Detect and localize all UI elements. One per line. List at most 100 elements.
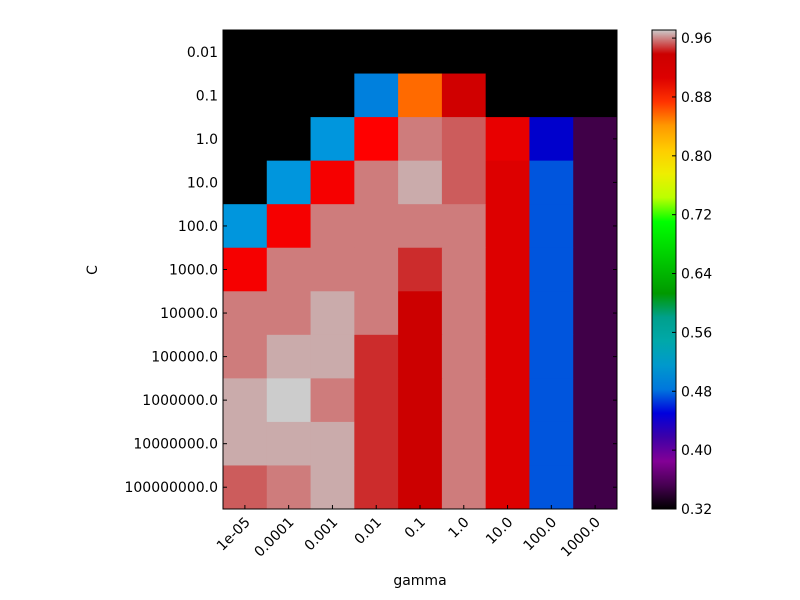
heatmap-cell: [529, 247, 574, 292]
heatmap-cell: [485, 291, 530, 336]
heatmap-cell: [354, 204, 399, 249]
heatmap-cell: [529, 465, 574, 510]
heatmap-cell: [485, 465, 530, 510]
heatmap-cell: [354, 160, 399, 205]
colorbar-tick-label: 0.96: [681, 31, 712, 47]
heatmap-cell: [354, 117, 399, 162]
y-tick-label: 10.0: [187, 175, 218, 191]
heatmap-cell: [398, 421, 443, 466]
x-tick-label: 0.01: [352, 515, 385, 548]
heatmap-cell: [485, 30, 530, 75]
heatmap-cell: [573, 378, 618, 423]
heatmap-cell: [354, 247, 399, 292]
heatmap-cell: [573, 204, 618, 249]
heatmap-cell: [441, 291, 487, 336]
heatmap-cell: [266, 378, 312, 423]
heatmap-cell: [266, 73, 312, 118]
colorbar-tick-label: 0.72: [681, 208, 712, 224]
heatmap-cell: [441, 334, 487, 379]
heatmap-cell: [485, 378, 530, 423]
heatmap-cell: [354, 378, 399, 423]
heatmap-cell: [441, 204, 487, 249]
heatmap-cell: [266, 291, 312, 336]
heatmap-cell: [266, 334, 312, 379]
y-tick-label: 0.1: [196, 88, 218, 104]
heatmap-cell: [398, 117, 443, 162]
heatmap-cell: [266, 160, 312, 205]
heatmap-cell: [223, 73, 268, 118]
heatmap-cell: [485, 117, 530, 162]
heatmap-cell: [529, 73, 574, 118]
y-tick-label: 1.0: [196, 132, 218, 148]
heatmap-cell: [573, 465, 618, 510]
heatmap-cell: [529, 30, 574, 75]
x-tick-label: 1e-05: [214, 515, 254, 555]
heatmap-cell: [441, 421, 487, 466]
heatmap-cell: [398, 334, 443, 379]
heatmap-cell: [354, 421, 399, 466]
heatmap-cell: [573, 291, 618, 336]
heatmap-cells: [223, 30, 618, 510]
colorbar-tick-label: 0.64: [681, 267, 712, 283]
heatmap-cell: [529, 334, 574, 379]
heatmap-cell: [398, 465, 443, 510]
y-tick-label: 10000000.0: [133, 437, 218, 453]
heatmap-cell: [573, 73, 618, 118]
heatmap-cell: [354, 73, 399, 118]
heatmap-cell: [485, 247, 530, 292]
heatmap-cell: [223, 465, 268, 510]
heatmap-cell: [485, 334, 530, 379]
heatmap-cell: [441, 247, 487, 292]
heatmap-cell: [573, 421, 618, 466]
heatmap-cell: [573, 247, 618, 292]
colorbar-tick-label: 0.56: [681, 325, 712, 341]
heatmap-cell: [398, 204, 443, 249]
colorbar-tick-label: 0.48: [681, 384, 712, 400]
heatmap-cell: [223, 117, 268, 162]
heatmap-cell: [529, 421, 574, 466]
x-tick-label: 1000.0: [558, 515, 604, 561]
heatmap-cell: [398, 30, 443, 75]
heatmap-cell: [441, 160, 487, 205]
heatmap-cell: [398, 160, 443, 205]
x-tick-label: 0.1: [402, 515, 429, 542]
heatmap-cell: [266, 204, 312, 249]
heatmap-cell: [441, 378, 487, 423]
heatmap-cell: [398, 291, 443, 336]
x-tick-label: 1.0: [446, 515, 473, 542]
x-tick-label: 100.0: [520, 515, 560, 555]
heatmap-cell: [354, 465, 399, 510]
colorbar-tick-label: 0.80: [681, 149, 712, 165]
heatmap-cell: [223, 247, 268, 292]
heatmap-cell: [310, 30, 355, 75]
colorbar: [651, 29, 677, 510]
heatmap-cell: [266, 465, 312, 510]
heatmap-cell: [573, 160, 618, 205]
colorbar-tick-label: 0.88: [681, 90, 712, 106]
colorbar-tick-label: 0.32: [681, 502, 712, 518]
heatmap-cell: [310, 73, 355, 118]
colorbar-tick-label: 0.40: [681, 443, 712, 459]
heatmap-cell: [441, 465, 487, 510]
x-tick-label: 0.001: [302, 515, 342, 555]
heatmap-cell: [398, 73, 443, 118]
heatmap-cell: [573, 117, 618, 162]
heatmap-cell: [310, 160, 355, 205]
heatmap-cell: [441, 30, 487, 75]
heatmap-cell: [310, 204, 355, 249]
heatmap-cell: [310, 247, 355, 292]
heatmap-cell: [310, 465, 355, 510]
y-axis-label: C: [85, 265, 101, 275]
heatmap-cell: [266, 117, 312, 162]
heatmap-cell: [354, 334, 399, 379]
colorbar-ticks: 0.32 0.40 0.48 0.56 0.64 0.72 0.80 0.88 0.96: [672, 31, 712, 518]
y-tick-label: 100000000.0: [124, 480, 218, 496]
y-tick-label: 100000.0: [151, 350, 218, 366]
heatmap-cell: [223, 291, 268, 336]
heatmap-cell: [223, 334, 268, 379]
heatmap-cell: [310, 378, 355, 423]
x-tick-label: 0.0001: [252, 515, 298, 561]
heatmap-cell: [529, 378, 574, 423]
